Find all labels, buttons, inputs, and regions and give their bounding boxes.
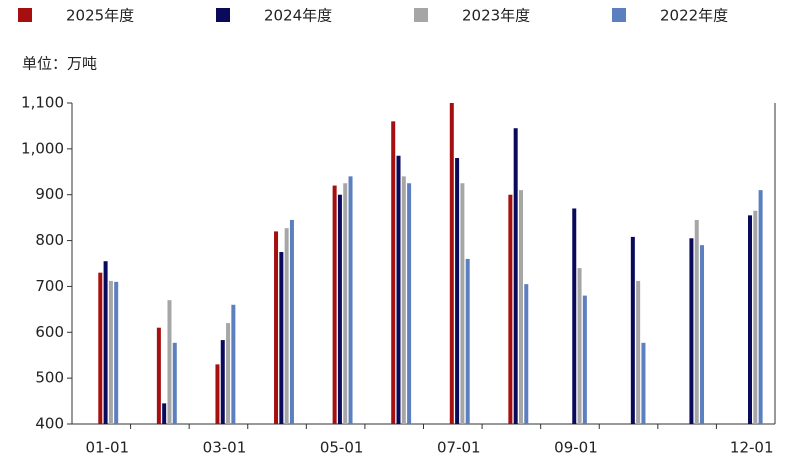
bar xyxy=(513,128,518,424)
bar xyxy=(231,304,236,424)
y-tick-label: 900 xyxy=(35,185,64,203)
bar xyxy=(167,300,172,424)
bar xyxy=(694,219,699,424)
x-tick-label: 05-01 xyxy=(320,439,364,457)
bar xyxy=(748,215,753,424)
y-tick-label: 500 xyxy=(35,369,64,387)
bar xyxy=(758,190,763,424)
bar xyxy=(215,364,220,424)
x-tick-label: 09-01 xyxy=(554,439,598,457)
bar xyxy=(396,155,401,424)
bar xyxy=(332,185,337,424)
bar xyxy=(108,280,113,424)
bar xyxy=(630,236,635,424)
bar xyxy=(572,208,577,424)
y-tick-label: 700 xyxy=(35,277,64,295)
bar xyxy=(279,252,284,424)
legend-label: 2025年度 xyxy=(66,7,134,25)
legend-swatch xyxy=(216,8,230,22)
bar xyxy=(337,194,342,424)
bar xyxy=(518,190,523,424)
bar xyxy=(103,261,108,424)
y-tick-label: 1,000 xyxy=(21,139,64,157)
legend-label: 2022年度 xyxy=(660,7,728,25)
y-tick-label: 600 xyxy=(35,323,64,341)
x-tick-label: 07-01 xyxy=(437,439,481,457)
x-tick-label: 12-01 xyxy=(730,439,774,457)
bar xyxy=(98,272,103,424)
x-tick-label: 01-01 xyxy=(85,439,129,457)
bar xyxy=(343,183,348,424)
bar xyxy=(284,228,289,424)
bar xyxy=(348,176,353,424)
bar xyxy=(114,281,119,424)
bar xyxy=(582,295,587,424)
bar xyxy=(753,210,758,424)
bar xyxy=(274,231,279,424)
bar xyxy=(641,342,646,424)
bar xyxy=(455,158,460,424)
bar xyxy=(156,327,161,424)
bar xyxy=(508,194,513,424)
y-tick-label: 400 xyxy=(35,415,64,433)
bar xyxy=(460,183,465,424)
unit-annotation: 单位：万吨 xyxy=(22,55,97,73)
y-tick-label: 1,100 xyxy=(21,94,64,112)
bar xyxy=(407,183,412,424)
bar xyxy=(689,238,694,424)
bar xyxy=(220,340,225,424)
bar xyxy=(524,284,529,424)
bar xyxy=(636,280,641,424)
bar xyxy=(226,323,231,424)
bar xyxy=(700,245,705,424)
bar xyxy=(465,258,470,424)
bar xyxy=(289,219,294,424)
legend-swatch xyxy=(414,8,428,22)
legend-label: 2023年度 xyxy=(462,7,530,25)
bar xyxy=(449,103,454,424)
bar xyxy=(401,176,406,424)
y-tick-label: 800 xyxy=(35,231,64,249)
legend-label: 2024年度 xyxy=(264,7,332,25)
bar xyxy=(391,121,396,424)
bar xyxy=(172,342,177,424)
x-tick-label: 03-01 xyxy=(203,439,247,457)
bar xyxy=(162,403,167,424)
legend-swatch xyxy=(18,8,32,22)
bar xyxy=(577,268,582,424)
legend-swatch xyxy=(612,8,626,22)
